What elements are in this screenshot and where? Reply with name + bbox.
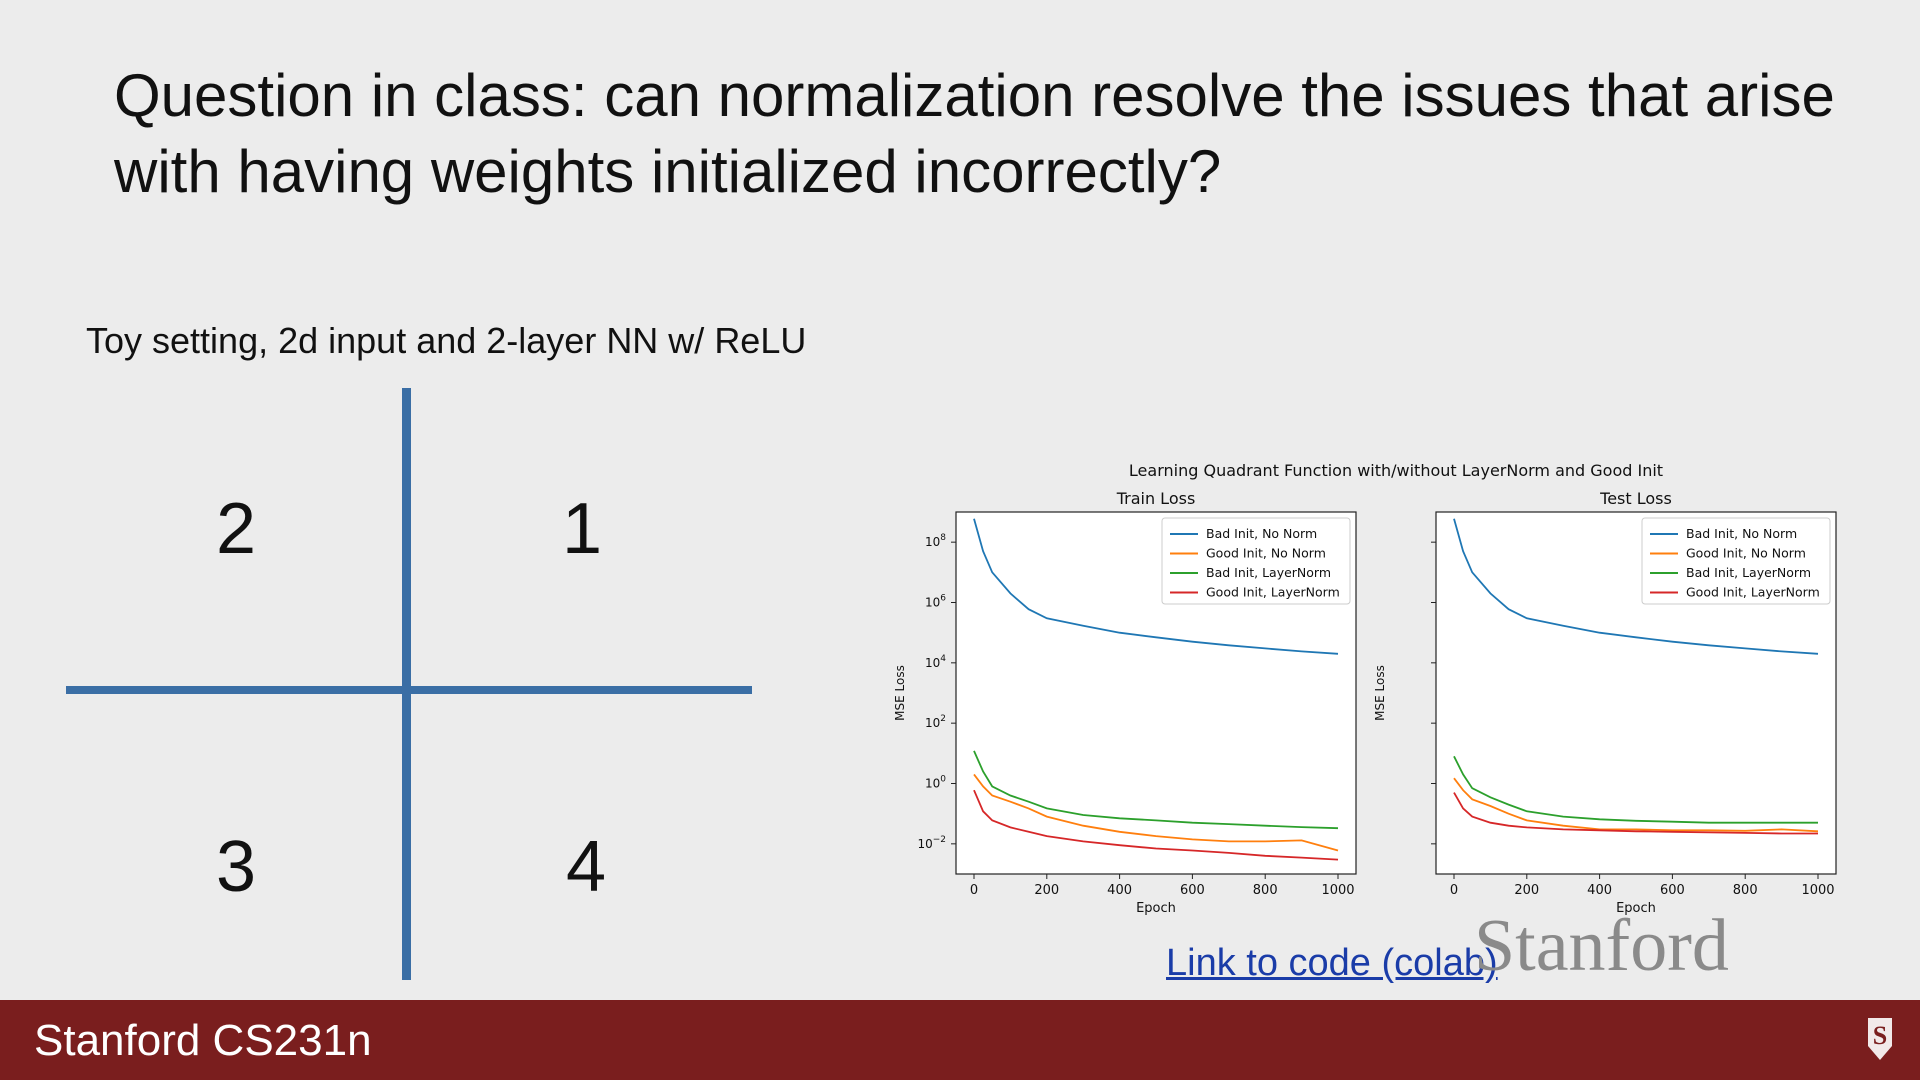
chart-2-legend-label-1: Bad Init, No Norm (1686, 526, 1797, 541)
chart-2-x-axis-label: Epoch (1616, 901, 1656, 916)
quadrant-label-4: 4 (565, 827, 607, 907)
chart-1-series-line-3 (973, 750, 1339, 830)
chart-2-x-tick-label: 600 (1660, 883, 1685, 898)
footer-bar: Stanford CS231n S (0, 1000, 1920, 1080)
quadrant-diagram: 2 1 3 4 (66, 388, 756, 980)
chart-1-y-tick-label: 102 (925, 714, 946, 730)
quadrant-label-1: 1 (561, 489, 603, 569)
quadrant-label-3: 3 (215, 827, 257, 907)
chart-1-series-line-2 (973, 773, 1339, 852)
horizontal-axis-line (66, 686, 752, 694)
slide-title: Question in class: can normalization res… (114, 62, 1835, 205)
chart-2-legend-label-3: Bad Init, LayerNorm (1686, 565, 1811, 580)
colab-link[interactable]: Link to code (colab) (1166, 942, 1498, 984)
chart-1-y-tick-label: 108 (925, 533, 946, 549)
chart-2-legend-label-2: Good Init, No Norm (1686, 546, 1806, 561)
quadrant-label-2: 2 (215, 489, 257, 569)
chart-1-series-line-1 (973, 518, 1339, 655)
stanford-watermark: Stanford (1474, 905, 1729, 987)
chart-1-x-axis-label: Epoch (1136, 901, 1176, 916)
chart-2-legend (1641, 517, 1831, 605)
chart-2-x-tick-label: 800 (1733, 883, 1758, 898)
chart-1-y-tick-label: 104 (925, 654, 946, 670)
chart-1-y-tick-label: 106 (925, 594, 946, 610)
chart-2-x-tick-label: 400 (1587, 883, 1612, 898)
footer-course-title: Stanford CS231n (34, 1016, 372, 1065)
svg-text:S: S (1873, 1021, 1887, 1050)
loss-charts: Learning Quadrant Function with/without … (893, 461, 1837, 916)
chart-2-x-tick-label: 0 (1450, 883, 1458, 898)
chart-2-series-line-2 (1453, 777, 1819, 833)
chart-1-legend-label-4: Good Init, LayerNorm (1206, 585, 1340, 600)
chart-1-y-axis-label: MSE Loss (893, 665, 907, 721)
chart-2-series-line-1 (1453, 518, 1819, 655)
stanford-tree-icon: S (1868, 1018, 1892, 1060)
chart-1-y-tick-label: 100 (925, 775, 946, 791)
chart-1-x-tick-label: 600 (1180, 883, 1205, 898)
slide-subtitle: Toy setting, 2d input and 2-layer NN w/ … (86, 320, 807, 361)
chart-2-y-axis-label: MSE Loss (1373, 665, 1387, 721)
chart-1-x-tick-label: 800 (1253, 883, 1278, 898)
chart-1-y-tick-label: 10−2 (917, 835, 946, 851)
chart-1-legend (1161, 517, 1351, 605)
chart-1-legend-label-2: Good Init, No Norm (1206, 546, 1326, 561)
chart-2-x-tick-label: 1000 (1801, 883, 1834, 898)
chart-2-x-tick-label: 200 (1514, 883, 1539, 898)
chart-2-legend-label-4: Good Init, LayerNorm (1686, 585, 1820, 600)
chart-1-title: Train Loss (1116, 489, 1196, 508)
chart-1-legend-label-3: Bad Init, LayerNorm (1206, 565, 1331, 580)
chart-2-series-line-3 (1453, 755, 1818, 824)
chart-1-x-tick-label: 0 (970, 883, 978, 898)
chart-1-x-tick-label: 400 (1107, 883, 1132, 898)
chart-2-title: Test Loss (1599, 489, 1672, 508)
vertical-axis-line (402, 388, 411, 980)
chart-1-x-tick-label: 200 (1034, 883, 1059, 898)
chart-1-legend-label-1: Bad Init, No Norm (1206, 526, 1317, 541)
chart-1-series-line-4 (973, 789, 1339, 861)
chart-1-x-tick-label: 1000 (1321, 883, 1354, 898)
chart-2-series-line-4 (1453, 792, 1818, 835)
chart-suptitle: Learning Quadrant Function with/without … (1129, 461, 1663, 480)
